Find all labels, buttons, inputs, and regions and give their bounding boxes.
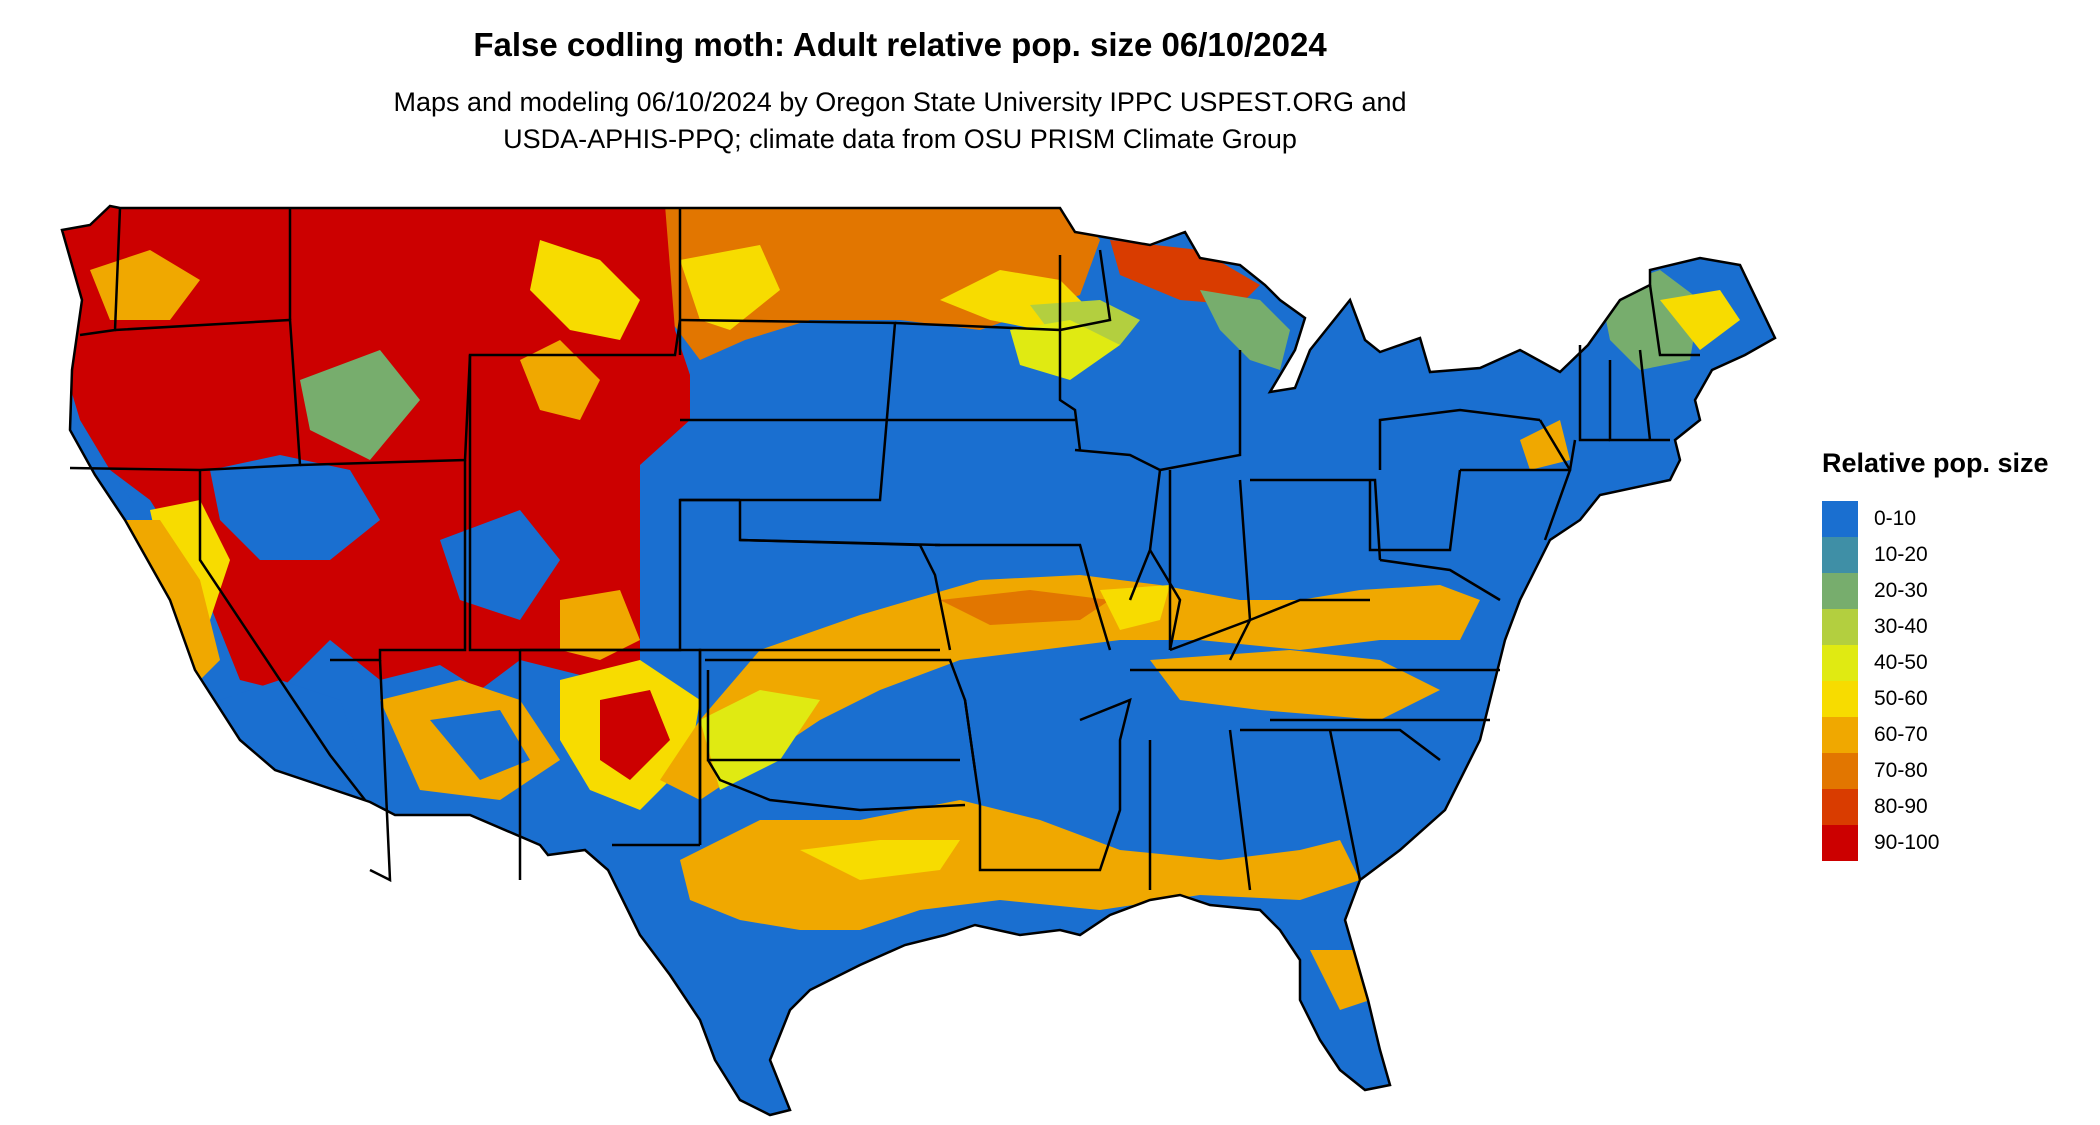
- legend-label: 10-20: [1874, 543, 1928, 566]
- legend-label: 70-80: [1874, 759, 1928, 782]
- map-title: False codling moth: Adult relative pop. …: [473, 26, 1327, 63]
- population-raster: [62, 206, 1775, 1115]
- legend-swatch: [1822, 501, 1858, 537]
- legend-item: 50-60: [1822, 681, 2049, 717]
- legend-swatch: [1822, 825, 1858, 861]
- legend-label: 0-10: [1874, 507, 1917, 530]
- legend-swatch: [1822, 681, 1858, 717]
- legend-swatch: [1822, 645, 1858, 681]
- state-boundaries: [60, 204, 1777, 1117]
- legend-title: Relative pop. size: [1822, 448, 2049, 478]
- legend-swatch: [1822, 537, 1858, 573]
- subtitle-line-2: USDA-APHIS-PPQ; climate data from OSU PR…: [503, 124, 1297, 154]
- legend-item: 0-10: [1822, 501, 2049, 537]
- legend: Relative pop. size 0-10 10-20 20-30 30-40 40…: [1822, 448, 2049, 861]
- legend-item: 20-30: [1822, 573, 2049, 609]
- legend-swatch: [1822, 717, 1858, 753]
- legend-items: 0-10 10-20 20-30 30-40 40-50 50-60 60-70 70-80 8…: [1822, 501, 2049, 861]
- legend-label: 50-60: [1874, 687, 1928, 710]
- legend-label: 90-100: [1874, 831, 1940, 854]
- legend-item: 10-20: [1822, 537, 2049, 573]
- map-subtitle: Maps and modeling 06/10/2024 by Oregon S…: [0, 84, 1800, 158]
- legend-label: 20-30: [1874, 579, 1928, 602]
- legend-label: 80-90: [1874, 795, 1928, 818]
- legend-label: 60-70: [1874, 723, 1928, 746]
- legend-swatch: [1822, 609, 1858, 645]
- legend-label: 30-40: [1874, 615, 1928, 638]
- us-population-map: [60, 204, 1777, 1117]
- legend-swatch: [1822, 573, 1858, 609]
- subtitle-line-1: Maps and modeling 06/10/2024 by Oregon S…: [393, 87, 1407, 117]
- legend-item: 40-50: [1822, 645, 2049, 681]
- legend-swatch: [1822, 789, 1858, 825]
- legend-item: 90-100: [1822, 825, 2049, 861]
- legend-item: 30-40: [1822, 609, 2049, 645]
- legend-item: 80-90: [1822, 789, 2049, 825]
- legend-item: 60-70: [1822, 717, 2049, 753]
- legend-label: 40-50: [1874, 651, 1928, 674]
- legend-item: 70-80: [1822, 753, 2049, 789]
- legend-swatch: [1822, 753, 1858, 789]
